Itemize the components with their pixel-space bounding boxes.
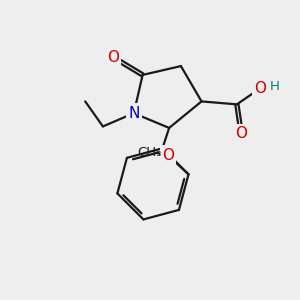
Text: CH₃: CH₃ bbox=[137, 146, 162, 159]
Text: O: O bbox=[254, 81, 266, 96]
Text: O: O bbox=[107, 50, 119, 65]
Text: O: O bbox=[235, 126, 247, 141]
Text: H: H bbox=[270, 80, 280, 93]
Text: O: O bbox=[162, 148, 174, 163]
Text: N: N bbox=[128, 106, 140, 121]
